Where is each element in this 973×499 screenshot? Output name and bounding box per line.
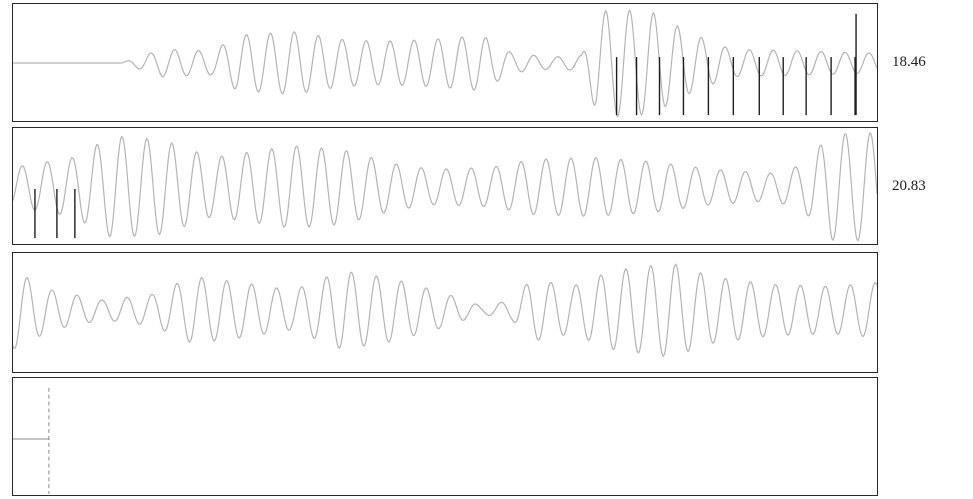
waveform-plot-4 <box>13 387 50 495</box>
trace-3 <box>13 263 877 358</box>
waveform-panel-3 <box>12 252 878 373</box>
trace-1 <box>13 9 877 118</box>
waveform-plot-3 <box>13 263 877 358</box>
waveform-panel-4 <box>12 377 878 496</box>
scale-label-2: 20.83 <box>892 178 926 194</box>
waveform-plot-2 <box>13 132 877 242</box>
scale-label-1: 18.46 <box>892 54 926 70</box>
waveform-panel-1 <box>12 3 878 122</box>
waveform-panel-2 <box>12 127 878 245</box>
trace-2 <box>13 132 877 242</box>
waveform-plot-1 <box>13 9 877 118</box>
